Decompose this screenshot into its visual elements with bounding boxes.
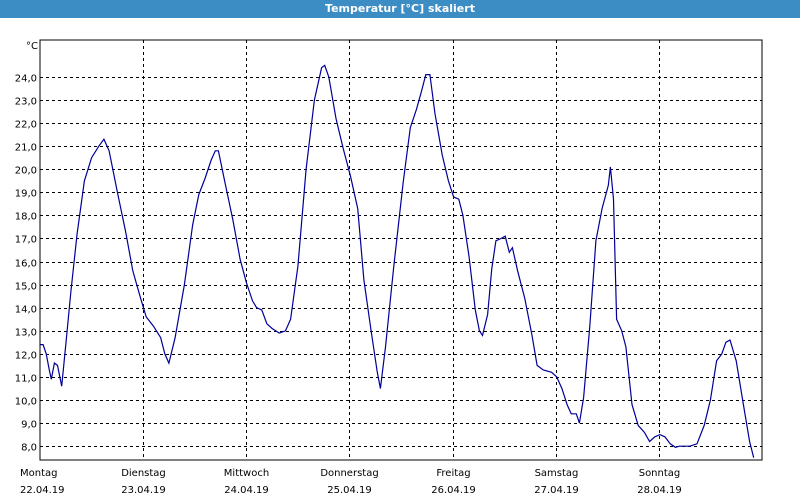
x-tick-day-label: Mittwoch	[224, 468, 269, 479]
y-tick-label: 23,0	[15, 97, 37, 108]
chart-grid	[40, 40, 762, 460]
y-tick-label: 12,0	[15, 351, 37, 362]
y-tick-label: 17,0	[15, 235, 37, 246]
x-tick-day-label: Dienstag	[121, 468, 166, 479]
plot-frame	[39, 39, 763, 461]
x-tick-date-label: 26.04.19	[431, 485, 476, 496]
x-tick-day-label: Sonntag	[639, 468, 681, 479]
chart-background	[0, 18, 800, 500]
temperature-chart: °C 24,0 23,0 22,0 21,0 20,0 19,0 18,0 17,0 16,0 1…	[0, 18, 800, 500]
y-tick-label: 8,0	[21, 443, 37, 454]
x-axis-ticks: Montag 22.04.19 Dienstag 23.04.19 Mittwoch 24…	[20, 468, 682, 496]
x-tick-date-label: 27.04.19	[534, 485, 579, 496]
window-title: Temperatur [°C] skaliert	[0, 0, 800, 18]
y-tick-label: 20,0	[15, 166, 37, 177]
x-tick-day-label: Montag	[20, 468, 57, 479]
x-tick-day-label: Freitag	[436, 468, 470, 479]
x-tick-day-label: Samstag	[535, 468, 579, 479]
y-tick-label: 13,0	[15, 328, 37, 339]
y-axis-unit-label: °C	[26, 41, 38, 52]
y-tick-label: 11,0	[15, 374, 37, 385]
x-tick-date-label: 28.04.19	[637, 485, 682, 496]
y-axis-ticks: 24,0 23,0 22,0 21,0 20,0 19,0 18,0 17,0 16,0 15,0…	[15, 74, 37, 454]
x-tick-date-label: 24.04.19	[224, 485, 269, 496]
y-tick-label: 24,0	[15, 74, 37, 85]
x-tick-date-label: 23.04.19	[121, 485, 166, 496]
y-tick-label: 18,0	[15, 212, 37, 223]
x-tick-date-label: 25.04.19	[327, 485, 372, 496]
y-tick-label: 16,0	[15, 259, 37, 270]
temperature-series-line	[40, 64, 755, 458]
y-tick-label: 10,0	[15, 397, 37, 408]
y-tick-label: 19,0	[15, 189, 37, 200]
x-tick-day-label: Donnerstag	[320, 468, 378, 479]
y-tick-label: 14,0	[15, 305, 37, 316]
y-tick-label: 9,0	[21, 420, 37, 431]
y-tick-label: 22,0	[15, 120, 37, 131]
y-tick-label: 15,0	[15, 282, 37, 293]
y-tick-label: 21,0	[15, 143, 37, 154]
x-tick-date-label: 22.04.19	[20, 485, 65, 496]
